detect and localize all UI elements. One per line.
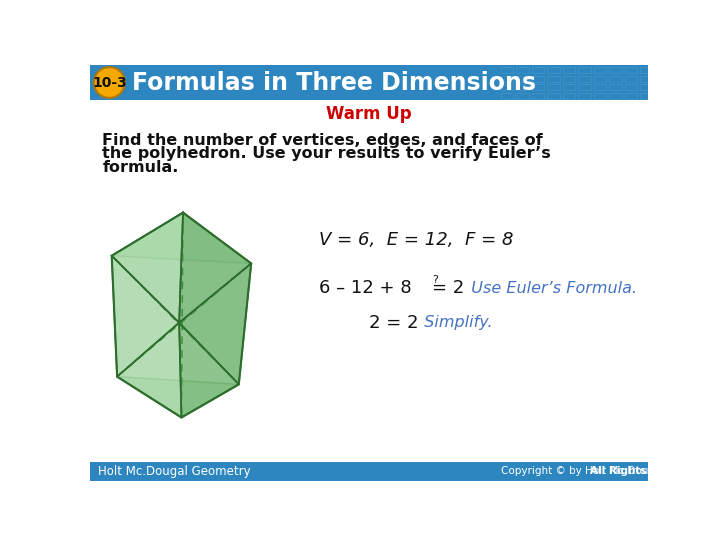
Text: Use Euler’s Formula.: Use Euler’s Formula. (462, 281, 637, 295)
Text: 2 = 2: 2 = 2 (369, 314, 418, 332)
Text: 6 – 12 + 8: 6 – 12 + 8 (319, 279, 417, 297)
Text: 10-3: 10-3 (92, 76, 127, 90)
Text: Copyright © by Holt Mc Dougal.: Copyright © by Holt Mc Dougal. (500, 467, 667, 476)
Text: Find the number of vertices, edges, and faces of: Find the number of vertices, edges, and … (102, 132, 543, 147)
Text: the polyhedron. Use your results to verify Euler’s: the polyhedron. Use your results to veri… (102, 146, 551, 161)
Polygon shape (112, 213, 251, 264)
Text: ?: ? (432, 275, 438, 285)
FancyBboxPatch shape (90, 65, 648, 100)
Circle shape (94, 67, 125, 98)
Polygon shape (112, 256, 179, 377)
Polygon shape (179, 213, 251, 323)
Text: Holt Mc.Dougal Geometry: Holt Mc.Dougal Geometry (98, 465, 251, 478)
Polygon shape (117, 377, 239, 417)
Text: Simplify.: Simplify. (414, 315, 492, 330)
Polygon shape (179, 323, 239, 417)
Polygon shape (112, 213, 183, 323)
FancyBboxPatch shape (90, 462, 648, 481)
Polygon shape (117, 323, 181, 417)
Polygon shape (179, 264, 251, 384)
Text: All Rights Reserved.: All Rights Reserved. (590, 467, 709, 476)
Text: V = 6,  E = 12,  F = 8: V = 6, E = 12, F = 8 (319, 231, 513, 249)
Text: = 2: = 2 (432, 279, 464, 297)
Text: formula.: formula. (102, 160, 179, 176)
Text: Formulas in Three Dimensions: Formulas in Three Dimensions (132, 71, 536, 94)
Text: Warm Up: Warm Up (326, 105, 412, 123)
